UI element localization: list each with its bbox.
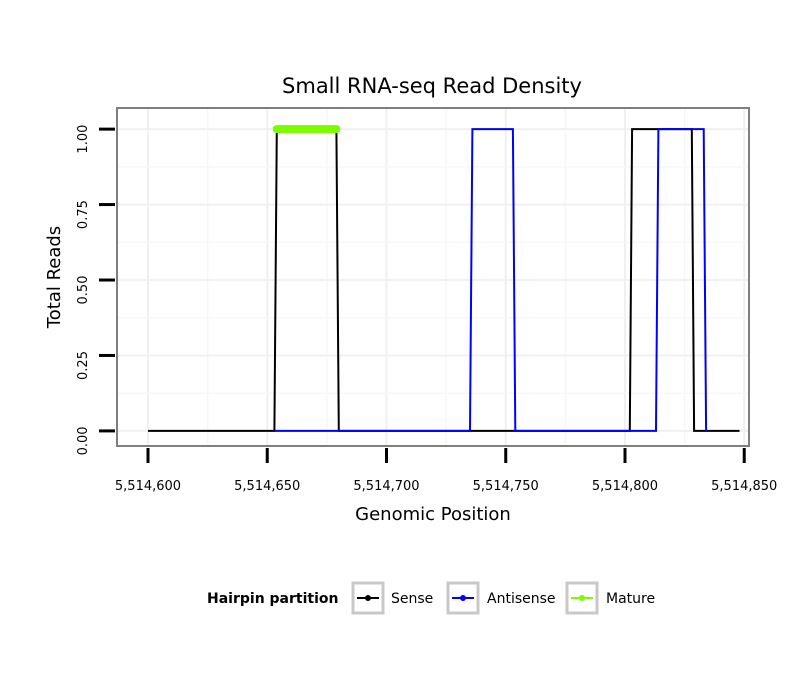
y-axis: 0.00 0.25 0.50 0.75 1.00 bbox=[76, 125, 115, 455]
y-tick-label: 0.75 bbox=[76, 200, 91, 229]
y-tick-label: 0.00 bbox=[76, 426, 91, 455]
series-line-sense bbox=[148, 128, 740, 432]
legend-dot-mature bbox=[579, 595, 585, 601]
x-tick-label: 5,514,800 bbox=[592, 479, 658, 494]
legend-title: Hairpin partition bbox=[207, 591, 338, 607]
x-axis: 5,514,600 5,514,650 5,514,700 5,514,750 5,51… bbox=[115, 448, 777, 494]
legend-dot-sense bbox=[365, 595, 371, 601]
y-tick-label: 1.00 bbox=[76, 125, 91, 154]
legend-dot-antisense bbox=[460, 595, 466, 601]
chart-title: Small RNA-seq Read Density bbox=[282, 74, 582, 98]
legend-item-mature: Mature bbox=[565, 581, 655, 615]
plot-panel bbox=[116, 107, 750, 447]
legend-label-mature: Mature bbox=[606, 591, 655, 607]
legend-label-sense: Sense bbox=[391, 591, 433, 607]
x-tick-label: 5,514,600 bbox=[115, 479, 181, 494]
legend-label-antisense: Antisense bbox=[487, 591, 556, 607]
legend-item-sense: Sense bbox=[351, 581, 433, 615]
y-tick-label: 0.50 bbox=[76, 276, 91, 305]
x-tick-label: 5,514,850 bbox=[711, 479, 777, 494]
series-layer bbox=[148, 125, 740, 432]
legend-item-antisense: Antisense bbox=[446, 581, 556, 615]
legend: Hairpin partition Sense Antisense Mature bbox=[207, 581, 655, 615]
x-axis-label: Genomic Position bbox=[355, 504, 511, 525]
y-tick-label: 0.25 bbox=[76, 351, 91, 380]
x-tick-label: 5,514,650 bbox=[234, 479, 300, 494]
y-axis-label: Total Reads bbox=[44, 226, 65, 329]
plot-border bbox=[116, 107, 750, 447]
x-tick-label: 5,514,750 bbox=[473, 479, 539, 494]
x-tick-label: 5,514,700 bbox=[353, 479, 419, 494]
series-line-antisense bbox=[274, 128, 708, 432]
